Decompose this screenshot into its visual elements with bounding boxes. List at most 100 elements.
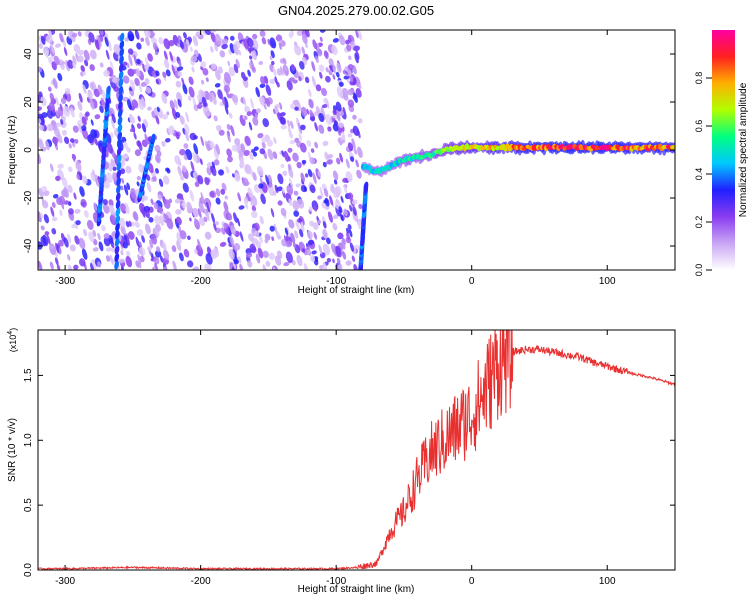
noise-blob — [260, 193, 266, 205]
snr-panel: -300 -200 -100 0 100 0.0 0.5 1.0 1.5 Height of … — [7, 328, 676, 595]
noise-blob — [235, 58, 240, 69]
streak-blob — [117, 123, 123, 133]
noise-blob — [223, 201, 229, 213]
noise-blob — [73, 44, 81, 53]
noise-blob — [55, 122, 62, 128]
snr-y-tick-label: 1.0 — [23, 433, 34, 447]
noise-blob — [236, 217, 241, 227]
noise-blob — [54, 257, 59, 266]
noise-blob — [259, 96, 265, 104]
noise-blob — [57, 163, 64, 169]
noise-blob — [175, 216, 182, 226]
noise-blob — [134, 221, 139, 227]
noise-blob — [308, 98, 314, 109]
noise-blob — [77, 55, 84, 63]
streak-blob — [118, 93, 123, 103]
noise-blob — [206, 201, 211, 213]
noise-blob — [200, 135, 204, 147]
noise-blob — [134, 149, 142, 157]
noise-blob — [326, 257, 332, 263]
noise-blob — [211, 161, 216, 169]
noise-blob — [199, 216, 205, 227]
noise-blob — [93, 202, 98, 212]
noise-blob — [136, 58, 141, 65]
noise-blob — [181, 202, 186, 208]
noise-blob — [249, 169, 254, 176]
noise-blob — [92, 247, 99, 252]
noise-blob — [315, 55, 319, 64]
noise-blob — [162, 242, 167, 251]
noise-blob — [351, 137, 356, 149]
noise-blob — [64, 88, 71, 95]
noise-blob — [48, 56, 53, 64]
noise-blob — [175, 111, 181, 118]
noise-blob — [130, 79, 136, 91]
noise-blob — [338, 122, 344, 129]
noise-blob — [297, 198, 305, 209]
noise-blob — [239, 157, 245, 168]
noise-blob — [313, 205, 317, 212]
spectrogram-y-tick-label: -20 — [23, 190, 34, 205]
noise-blob — [310, 148, 315, 153]
noise-blob — [355, 50, 360, 60]
noise-blob — [298, 76, 302, 82]
noise-blob — [123, 234, 128, 246]
noise-blob — [125, 234, 130, 246]
noise-blob — [127, 30, 135, 42]
noise-blob — [94, 114, 101, 120]
noise-blob — [62, 105, 71, 117]
noise-blob — [324, 197, 330, 207]
noise-blob — [341, 87, 349, 98]
noise-blob — [85, 111, 90, 117]
noise-blob — [143, 156, 148, 161]
noise-blob — [163, 199, 171, 209]
noise-blob — [330, 243, 337, 254]
noise-blob — [228, 66, 236, 77]
noise-blob — [192, 266, 200, 270]
noise-blob — [200, 79, 205, 85]
spectrogram-x-tick-label: -100 — [326, 276, 346, 287]
noise-blob — [76, 173, 80, 180]
noise-blob — [113, 85, 120, 92]
noise-blob — [78, 123, 83, 134]
noise-blob — [225, 166, 230, 174]
streak-blob — [106, 85, 111, 95]
noise-blob — [335, 245, 342, 258]
noise-blob — [311, 250, 317, 255]
noise-blob — [358, 203, 363, 210]
streak-blob — [115, 215, 121, 225]
noise-blob — [251, 205, 257, 212]
noise-blob — [197, 53, 202, 62]
noise-blob — [154, 250, 162, 258]
noise-blob — [101, 89, 107, 101]
spectrogram-y-ticks: -40 -20 0 20 40 — [23, 48, 675, 253]
noise-blob — [325, 159, 333, 165]
noise-blob — [252, 38, 259, 50]
snr-y-tick-label: 1.5 — [23, 368, 34, 382]
noise-blob — [147, 53, 153, 62]
noise-blob — [192, 35, 199, 47]
noise-blob — [188, 76, 194, 85]
noise-blob — [280, 207, 287, 217]
noise-blob — [332, 38, 339, 43]
noise-blob — [300, 172, 305, 183]
noise-blob — [145, 36, 150, 47]
streak-blob — [116, 169, 122, 179]
noise-blob — [338, 35, 346, 46]
noise-blob — [244, 135, 251, 146]
noise-blob — [275, 34, 283, 42]
noise-blob — [223, 96, 229, 109]
noise-blob — [318, 64, 325, 72]
noise-blob — [304, 173, 309, 178]
noise-blob — [143, 30, 151, 39]
noise-blob — [154, 215, 161, 226]
noise-blob — [197, 175, 204, 185]
noise-blob — [228, 248, 235, 260]
noise-blob — [215, 227, 222, 234]
noise-blob — [97, 261, 102, 268]
noise-blob — [217, 124, 222, 131]
noise-blob — [279, 116, 286, 125]
noise-blob — [174, 218, 179, 229]
noise-blob — [352, 125, 360, 136]
